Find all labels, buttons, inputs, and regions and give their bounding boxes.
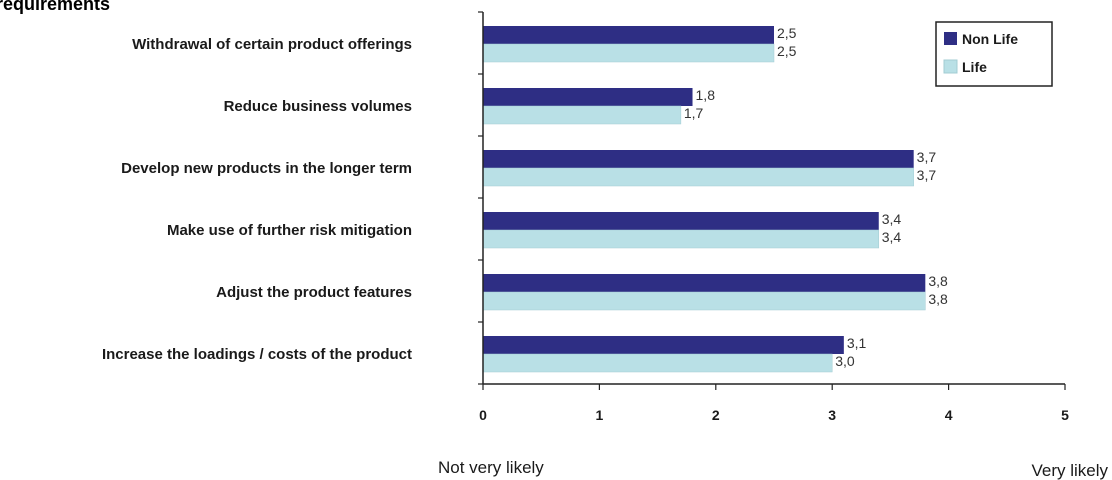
bar-life xyxy=(482,353,833,373)
bars-group: Withdrawal of certain product offerings 2… xyxy=(102,25,948,373)
legend-swatch xyxy=(943,59,958,74)
bar-non-life xyxy=(483,336,844,354)
category-label: Withdrawal of certain product offerings xyxy=(132,36,412,53)
value-label: 3,1 xyxy=(847,335,867,351)
value-label: 3,4 xyxy=(882,229,902,245)
x-tick-label: 2 xyxy=(712,407,720,423)
x-axis-high-label: Very likely xyxy=(1031,461,1108,480)
bar-non-life xyxy=(483,274,926,292)
bar-life xyxy=(482,167,914,187)
x-axis-low-label: Not very likely xyxy=(438,458,544,477)
x-tick-label: 4 xyxy=(945,407,953,423)
bar-non-life xyxy=(483,150,914,168)
value-label: 3,4 xyxy=(882,211,902,227)
value-label: 2,5 xyxy=(777,25,797,41)
value-label: 1,8 xyxy=(696,87,716,103)
chart-title: requirements xyxy=(0,0,110,14)
value-label: 3,8 xyxy=(928,273,948,289)
value-label: 1,7 xyxy=(684,105,704,121)
value-label: 3,7 xyxy=(917,167,937,183)
category-label: Increase the loadings / costs of the pro… xyxy=(102,346,412,363)
legend: Non Life Life xyxy=(935,21,1053,87)
x-tick-label: 3 xyxy=(828,407,836,423)
category-label: Adjust the product features xyxy=(216,284,412,301)
category-label: Develop new products in the longer term xyxy=(121,160,412,177)
x-tick-label: 5 xyxy=(1061,407,1069,423)
bar-non-life xyxy=(483,88,693,106)
legend-swatch xyxy=(944,32,957,45)
bar-non-life xyxy=(483,26,774,44)
legend-label: Life xyxy=(962,59,987,75)
legend-box xyxy=(935,21,1053,87)
x-tick-label: 0 xyxy=(479,407,487,423)
value-label: 2,5 xyxy=(777,43,797,59)
category-label: Make use of further risk mitigation xyxy=(167,222,412,239)
x-tick-label: 1 xyxy=(596,407,604,423)
bar-life xyxy=(482,43,775,63)
value-label: 3,0 xyxy=(835,353,855,369)
bar-life xyxy=(482,105,682,125)
bar-life xyxy=(482,229,880,249)
value-label: 3,8 xyxy=(928,291,948,307)
value-label: 3,7 xyxy=(917,149,937,165)
category-label: Reduce business volumes xyxy=(224,98,412,115)
legend-label: Non Life xyxy=(962,31,1018,47)
bar-non-life xyxy=(483,212,879,230)
axes-group: 0 1 2 3 4 5 xyxy=(478,11,1069,423)
bar-life xyxy=(482,291,926,311)
